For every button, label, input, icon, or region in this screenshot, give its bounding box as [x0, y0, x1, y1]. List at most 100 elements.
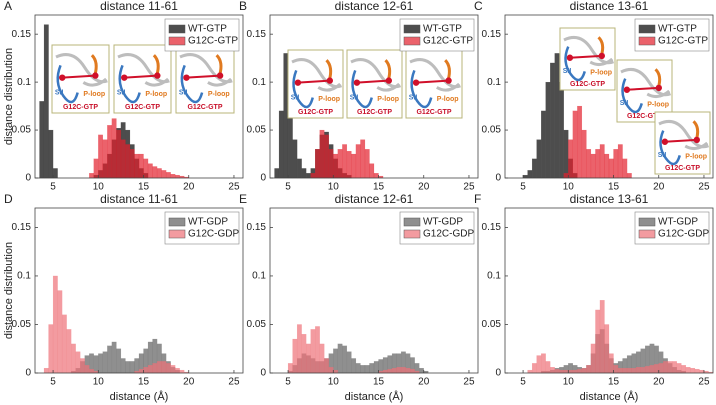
histogram-bar [559, 81, 564, 179]
histogram-bar [319, 343, 325, 374]
switch-ii [180, 64, 204, 104]
y-tick-label: 0 [260, 173, 266, 184]
histogram-bar [292, 338, 298, 374]
legend-label: G12C-GTP [658, 36, 708, 47]
histogram-bar [373, 173, 379, 179]
distance-line [626, 86, 659, 91]
histogram-bar [667, 361, 673, 374]
histogram-bar [52, 168, 58, 179]
legend-swatch [638, 217, 656, 227]
histogram-bar [84, 365, 90, 374]
y-tick-label: 0.1 [252, 77, 266, 88]
protein-backbone [620, 68, 672, 99]
panel-label: C [474, 0, 483, 13]
histogram-bar [581, 129, 587, 179]
x-tick-label: 10 [93, 377, 105, 388]
histogram-bar [369, 163, 375, 179]
histogram-bar [175, 367, 180, 374]
sii-label: SII [350, 94, 359, 101]
distance-line [124, 74, 158, 79]
atom [445, 77, 452, 84]
legend-box [634, 211, 710, 245]
histogram-bar [333, 369, 338, 374]
atom [154, 72, 161, 79]
histogram-bar [663, 361, 668, 374]
legend-swatch [168, 217, 186, 227]
y-tick-label: 0.15 [247, 29, 267, 40]
y-tick-label: 0 [495, 173, 501, 184]
histogram-bar [405, 367, 411, 374]
legend-label: G12C-GTP [423, 36, 473, 47]
histogram-bar [48, 324, 54, 374]
distance-line [62, 74, 96, 79]
histogram-bar [599, 144, 605, 179]
x-axis-label: distance (Å) [580, 390, 639, 403]
histogram-bar [373, 361, 379, 374]
x-tick-label: 10 [328, 377, 340, 388]
legend-swatch [168, 24, 186, 34]
histogram-bar [527, 170, 533, 179]
sii-label: SII [179, 89, 188, 96]
panel-label: F [474, 192, 481, 206]
inset: SII P-loop G12C-GTP [113, 44, 172, 114]
legend-label: WT-GTP [188, 24, 227, 35]
histogram-bar [554, 368, 560, 374]
histogram-bar [152, 363, 158, 374]
x-tick-label: 20 [653, 182, 665, 193]
histogram-bar [147, 163, 153, 179]
atom [92, 72, 99, 79]
histogram-bar [419, 367, 424, 374]
x-tick-label: 15 [608, 182, 620, 193]
histogram-bar [604, 153, 610, 179]
y-tick-label: 0.05 [247, 125, 267, 136]
histogram-bar [346, 151, 352, 179]
histogram-bar [351, 358, 357, 374]
switch-ii [56, 64, 79, 104]
x-tick-label: 10 [563, 377, 575, 388]
histogram-bar [626, 173, 632, 179]
legend-label: WT-GTP [423, 24, 462, 35]
p-loop-label: P-loop [83, 91, 105, 98]
switch-ii [118, 64, 141, 104]
histogram-bar [563, 369, 569, 374]
histogram-bar [595, 149, 601, 179]
protein-backbone [117, 53, 170, 87]
histogram-bar [360, 139, 366, 179]
distance-line [664, 138, 697, 143]
sii-label: SII [658, 152, 667, 159]
histogram-bar [590, 343, 596, 374]
histogram-bar [306, 343, 311, 374]
histogram-bar [156, 361, 162, 374]
x-tick-label: 10 [328, 182, 340, 193]
histogram-bar [577, 368, 583, 374]
p-loop-label: P-loop [647, 101, 669, 108]
histogram-bar [296, 158, 302, 179]
histogram-bar [161, 361, 167, 374]
state-label: G12C-GTP [627, 113, 662, 120]
y-tick-label: 0.1 [17, 271, 31, 282]
inset: SII P-loop G12C-GTP [51, 44, 110, 114]
histogram-bar [541, 353, 546, 374]
histogram-bar [387, 368, 393, 374]
axes-frame [34, 207, 244, 374]
atom [566, 54, 574, 61]
protein-backbone [55, 53, 108, 87]
histogram-bar [134, 358, 140, 374]
histogram-bar [43, 367, 49, 374]
legend-box [634, 18, 710, 52]
p-loop-label: P-loop [208, 91, 230, 98]
histogram-bar [608, 353, 614, 374]
histogram-bar [586, 149, 592, 179]
y-tick-label: 0.05 [482, 125, 502, 136]
histogram-bar [572, 110, 578, 179]
histogram-bar [391, 367, 397, 374]
histogram-bar [617, 367, 623, 374]
histogram-bar [116, 348, 122, 374]
histogram-bar [120, 358, 126, 374]
legend-swatch [638, 36, 656, 46]
protein-backbone [179, 53, 233, 87]
chart-title: distance 11-61 [100, 192, 178, 206]
histogram-bar [608, 158, 614, 179]
histogram-bar [129, 361, 135, 374]
